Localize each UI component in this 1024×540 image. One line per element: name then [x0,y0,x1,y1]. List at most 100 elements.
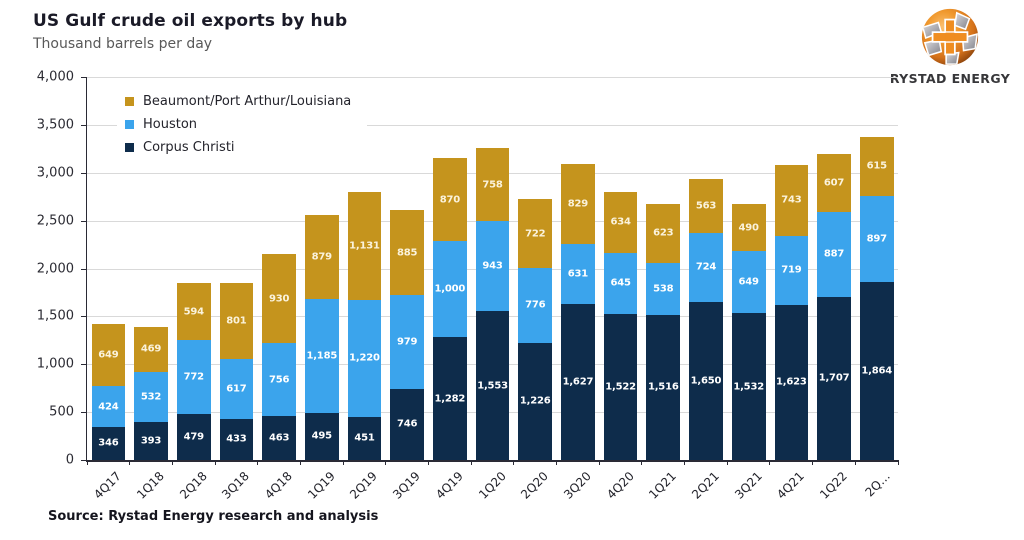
y-axis-label: 2,500 [36,213,74,229]
bar-value-label: 451 [354,432,375,444]
x-axis-label: 1Q20 [475,469,509,502]
bar-segment: 649 [731,251,766,314]
bar-value-label: 623 [653,227,674,239]
bar-segment: 1,532 [731,313,766,460]
y-axis-label: 2,000 [36,261,74,276]
bar-segment: 433 [219,418,254,460]
bar-value-label: 631 [567,268,589,280]
x-axis-label: 3Q20 [560,469,594,502]
x-axis-label: 2Q20 [518,469,552,502]
y-axis-tick [81,124,87,126]
bar-value-label: 1,553 [477,380,508,392]
bar-value-label: 979 [397,336,418,348]
stacked-bar: 1,226 776 722 [518,199,553,460]
x-axis-tick [257,460,259,465]
bar-slot: 1,864 897 615 [855,77,898,460]
bar-value-label: 1,532 [733,381,764,393]
bar-slot: 495 1,185 879 [300,77,343,460]
bar-segment: 758 [475,148,510,222]
stacked-bar: 463 756 930 [262,254,296,460]
bar-segment: 776 [518,268,553,343]
bar-segment: 870 [433,158,467,242]
bar-slot: 746 979 885 [386,77,429,460]
bar-slot: 451 1,220 1,131 [343,77,386,460]
bar-slot: 1,553 943 758 [471,77,514,460]
bar-slot: 1,516 538 623 [642,77,685,460]
brand-name: RYSTAD ENERGY [889,71,1011,86]
bar-value-label: 538 [653,283,674,295]
bar-value-label: 617 [226,383,247,395]
stacked-bar: 1,282 1,000 870 [433,158,467,460]
bar-segment: 829 [561,164,595,244]
bar-value-label: 756 [268,374,290,385]
bar-segment: 490 [731,204,766,252]
x-axis-tick [726,460,728,465]
bar-segment: 594 [176,283,211,341]
y-axis-tick [81,220,87,222]
bar-value-label: 1,650 [690,375,722,387]
stacked-bar: 1,623 719 743 [774,164,809,460]
bar-value-label: 393 [140,435,162,447]
bar-value-label: 1,707 [818,372,850,384]
y-axis-label: 3,500 [36,117,74,133]
bar-segment: 1,282 [433,337,467,460]
bar-value-label: 1,627 [562,376,594,388]
x-axis-tick [214,460,216,465]
bar-slot: 463 756 930 [258,77,301,460]
bar-segment: 1,864 [859,281,894,460]
x-axis-tick [427,460,429,465]
bar-slot: 1,650 724 563 [685,77,728,460]
bar-value-label: 897 [866,233,887,245]
bar-value-label: 433 [226,433,247,445]
bar-segment: 879 [304,214,339,300]
bar-slot: 479 772 594 [172,77,215,460]
x-axis-tick [897,460,899,465]
x-axis-tick [769,460,771,465]
bar-value-label: 645 [610,277,631,289]
x-axis-label: 4Q21 [774,469,808,502]
bar-value-label: 532 [140,391,162,403]
bar-slot: 1,707 887 607 [813,77,856,460]
x-axis-label: 4Q19 [432,469,466,502]
bar-value-label: 1,623 [776,376,807,388]
bar-value-label: 424 [98,401,119,413]
bar-segment: 645 [603,252,638,315]
x-axis-label: 1Q21 [646,469,680,502]
bars-container: 346 424 649 393 532 469 479 772 594 433 617 801 463 7… [87,77,898,460]
bar-value-label: 1,185 [306,350,338,362]
stacked-bar: 393 532 469 [134,326,168,460]
x-axis-tick [129,460,131,465]
stacked-bar: 1,707 887 607 [817,153,851,460]
y-axis-label: 4,000 [36,69,74,85]
bar-segment: 469 [134,326,168,372]
bar-slot: 433 617 801 [215,77,258,460]
bar-segment: 943 [475,221,510,312]
bar-segment: 887 [817,211,851,297]
stacked-bar: 746 979 885 [390,210,424,460]
y-axis-label: 3,000 [36,165,74,181]
bar-segment: 479 [176,414,211,460]
legend-label: Beaumont/Port Arthur/Louisiana [143,94,352,109]
stacked-bar: 433 617 801 [219,282,254,460]
bar-value-label: 722 [525,228,546,240]
x-axis-tick [854,460,856,465]
x-axis-tick [598,460,600,465]
bar-segment: 607 [817,153,851,212]
legend-label: Houston [143,117,198,132]
x-axis-label: 1Q22 [817,469,850,502]
bar-value-label: 943 [482,260,503,272]
stacked-bar: 451 1,220 1,131 [347,191,382,460]
y-axis-tick [81,77,87,78]
bar-value-label: 743 [781,194,802,206]
x-axis-tick [86,460,88,465]
bar-segment: 979 [390,294,424,389]
legend-item-houston: Houston [125,113,351,136]
y-axis-label: 0 [65,452,74,468]
y-axis-tick [81,316,87,318]
bar-segment: 634 [603,191,638,253]
bar-segment: 1,707 [817,296,851,460]
y-axis-label: 1,500 [36,308,74,324]
bar-slot: 393 532 469 [130,77,173,460]
bar-segment: 615 [859,136,894,196]
page-title: US Gulf crude oil exports by hub [33,11,348,31]
